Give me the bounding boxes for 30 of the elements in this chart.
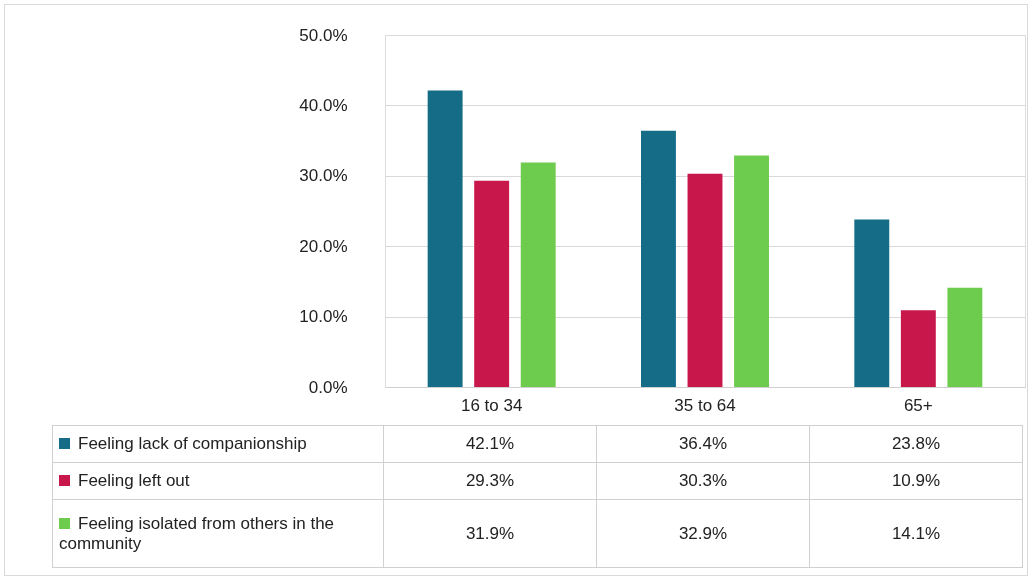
bar xyxy=(641,130,676,387)
data-label: 23.8% xyxy=(809,425,1023,463)
x-tick-label: 35 to 64 xyxy=(674,395,736,415)
data-label: 31.9% xyxy=(383,499,597,568)
bar xyxy=(687,173,723,387)
bar xyxy=(734,155,769,387)
data-label: 42.1% xyxy=(383,425,597,463)
data-label: 30.3% xyxy=(596,462,810,500)
y-tick-label: 50.0% xyxy=(299,25,348,45)
bar xyxy=(520,162,556,387)
legend-label: Feeling isolated from others in the community xyxy=(52,499,384,568)
bar xyxy=(474,180,510,387)
y-tick-label: 40.0% xyxy=(299,95,348,115)
legend-label: Feeling lack of companionship xyxy=(52,425,384,463)
data-label: 29.3% xyxy=(383,462,597,500)
x-tick-label: 16 to 34 xyxy=(460,395,523,415)
x-tick-label: 65+ xyxy=(903,395,933,415)
data-label: 32.9% xyxy=(596,499,810,568)
y-tick-label: 30.0% xyxy=(299,166,348,186)
bar xyxy=(427,90,463,387)
legend-label: Feeling left out xyxy=(52,462,384,500)
bar xyxy=(947,287,983,387)
y-tick-label: 10.0% xyxy=(299,307,348,327)
data-label: 14.1% xyxy=(809,499,1023,568)
bar xyxy=(854,219,890,387)
data-label: 10.9% xyxy=(809,462,1023,500)
y-tick-label: 20.0% xyxy=(299,236,348,256)
bar xyxy=(900,310,936,387)
y-tick-label: 0.0% xyxy=(308,377,348,397)
data-label: 36.4% xyxy=(596,425,810,463)
